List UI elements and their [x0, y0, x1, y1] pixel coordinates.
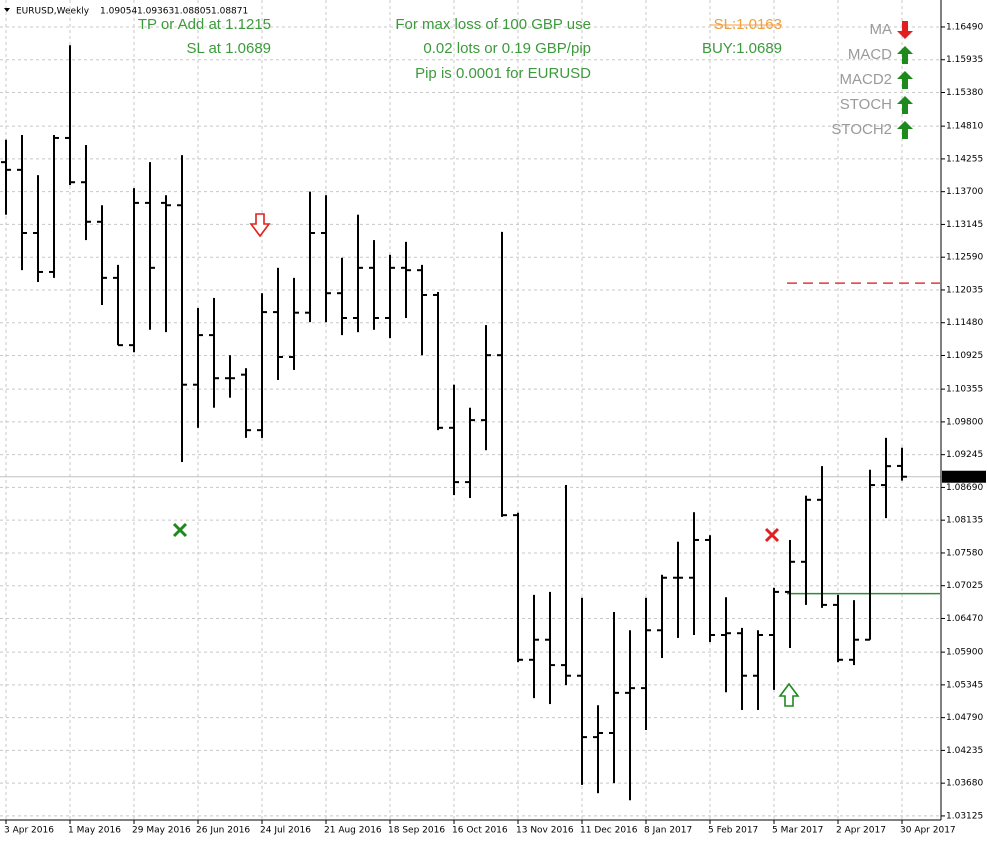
y-tick-label: 1.16490 [946, 22, 983, 32]
indicator-name: MACD [848, 46, 892, 63]
buy-arrow [778, 682, 800, 707]
y-tick-label: 1.10355 [946, 385, 983, 395]
x-tick-label: 2 Apr 2017 [836, 826, 886, 836]
y-tick-label: 1.14810 [946, 122, 983, 132]
indicator-arrow [897, 96, 913, 114]
y-tick-label: 1.12035 [946, 285, 983, 295]
header-close: 1.08871 [211, 7, 248, 17]
indicator-name: MACD2 [839, 71, 892, 88]
close-mark [764, 527, 780, 543]
y-tick-label: 1.14255 [946, 154, 983, 164]
annotation: BUY:1.0689 [702, 40, 782, 57]
indicator-arrow [897, 71, 913, 89]
indicator-name: STOCH [840, 96, 892, 113]
x-tick-label: 30 Apr 2017 [900, 826, 956, 836]
x-tick-label: 8 Jan 2017 [644, 826, 692, 836]
y-tick-label: 1.11480 [946, 318, 983, 328]
y-tick-label: 1.12590 [946, 253, 983, 263]
annotation: For max loss of 100 GBP use [395, 16, 591, 33]
plot [1, 45, 940, 801]
x-tick-label: 11 Dec 2016 [580, 826, 638, 836]
symbol-title: EURUSD,Weekly [16, 7, 90, 17]
grid [0, 0, 941, 820]
y-tick-label: 1.05345 [946, 680, 983, 690]
y-tick-label: 1.04790 [946, 713, 983, 723]
x-tick-label: 3 Apr 2016 [4, 826, 54, 836]
y-tick-label: 1.15935 [946, 55, 983, 65]
header-open: 1.09054 [100, 7, 137, 17]
x-tick-label: 29 May 2016 [132, 826, 191, 836]
y-tick-label: 1.09245 [946, 450, 983, 460]
y-tick-label: 1.09800 [946, 417, 983, 427]
current-price-label: 1.08871 [945, 472, 982, 482]
annotation: Pip is 0.0001 for EURUSD [415, 65, 591, 82]
y-tick-label: 1.03125 [946, 811, 983, 821]
annotation: SL at 1.0689 [186, 40, 271, 57]
annotation: SL:1.0163 [714, 16, 782, 33]
current-price-box [942, 470, 986, 483]
x-tick-label: 5 Feb 2017 [708, 826, 758, 836]
x-tick-label: 1 May 2016 [68, 826, 121, 836]
y-tick-label: 1.06470 [946, 614, 983, 624]
x-tick-label: 24 Jul 2016 [260, 826, 311, 836]
y-tick-label: 1.10925 [946, 351, 983, 361]
menu-triangle [4, 8, 10, 12]
x-tick-label: 18 Sep 2016 [388, 826, 445, 836]
y-tick-label: 1.04235 [946, 746, 983, 756]
indicator-name: MA [870, 21, 893, 38]
x-tick-label: 13 Nov 2016 [516, 826, 574, 836]
close-mark [172, 522, 188, 538]
indicator-name: STOCH2 [831, 121, 892, 138]
indicator-arrow [897, 121, 913, 139]
y-tick-label: 1.05900 [946, 648, 983, 658]
header-high: 1.09363 [137, 7, 174, 17]
annotation: 0.02 lots or 0.19 GBP/pip [423, 40, 591, 57]
y-tick-label: 1.07580 [946, 548, 983, 558]
sell-arrow [249, 213, 271, 238]
header-low: 1.08805 [174, 7, 211, 17]
x-tick-label: 5 Mar 2017 [772, 826, 823, 836]
y-tick-label: 1.13145 [946, 220, 983, 230]
y-tick-label: 1.13700 [946, 187, 983, 197]
y-tick-label: 1.08135 [946, 516, 983, 526]
y-tick-label: 1.08690 [946, 483, 983, 493]
y-tick-label: 1.15380 [946, 88, 983, 98]
x-tick-label: 16 Oct 2016 [452, 826, 508, 836]
y-tick-label: 1.03680 [946, 779, 983, 789]
x-tick-label: 26 Jun 2016 [196, 826, 250, 836]
overlay: 1.16490 1.15935 1.15380 1.14810 1.14255 1.137… [4, 16, 986, 836]
x-tick-label: 21 Aug 2016 [324, 826, 382, 836]
indicator-arrow [897, 46, 913, 64]
y-tick-label: 1.07025 [946, 581, 983, 591]
indicator-arrow [897, 21, 913, 39]
annotation: TP or Add at 1.1215 [138, 16, 271, 33]
